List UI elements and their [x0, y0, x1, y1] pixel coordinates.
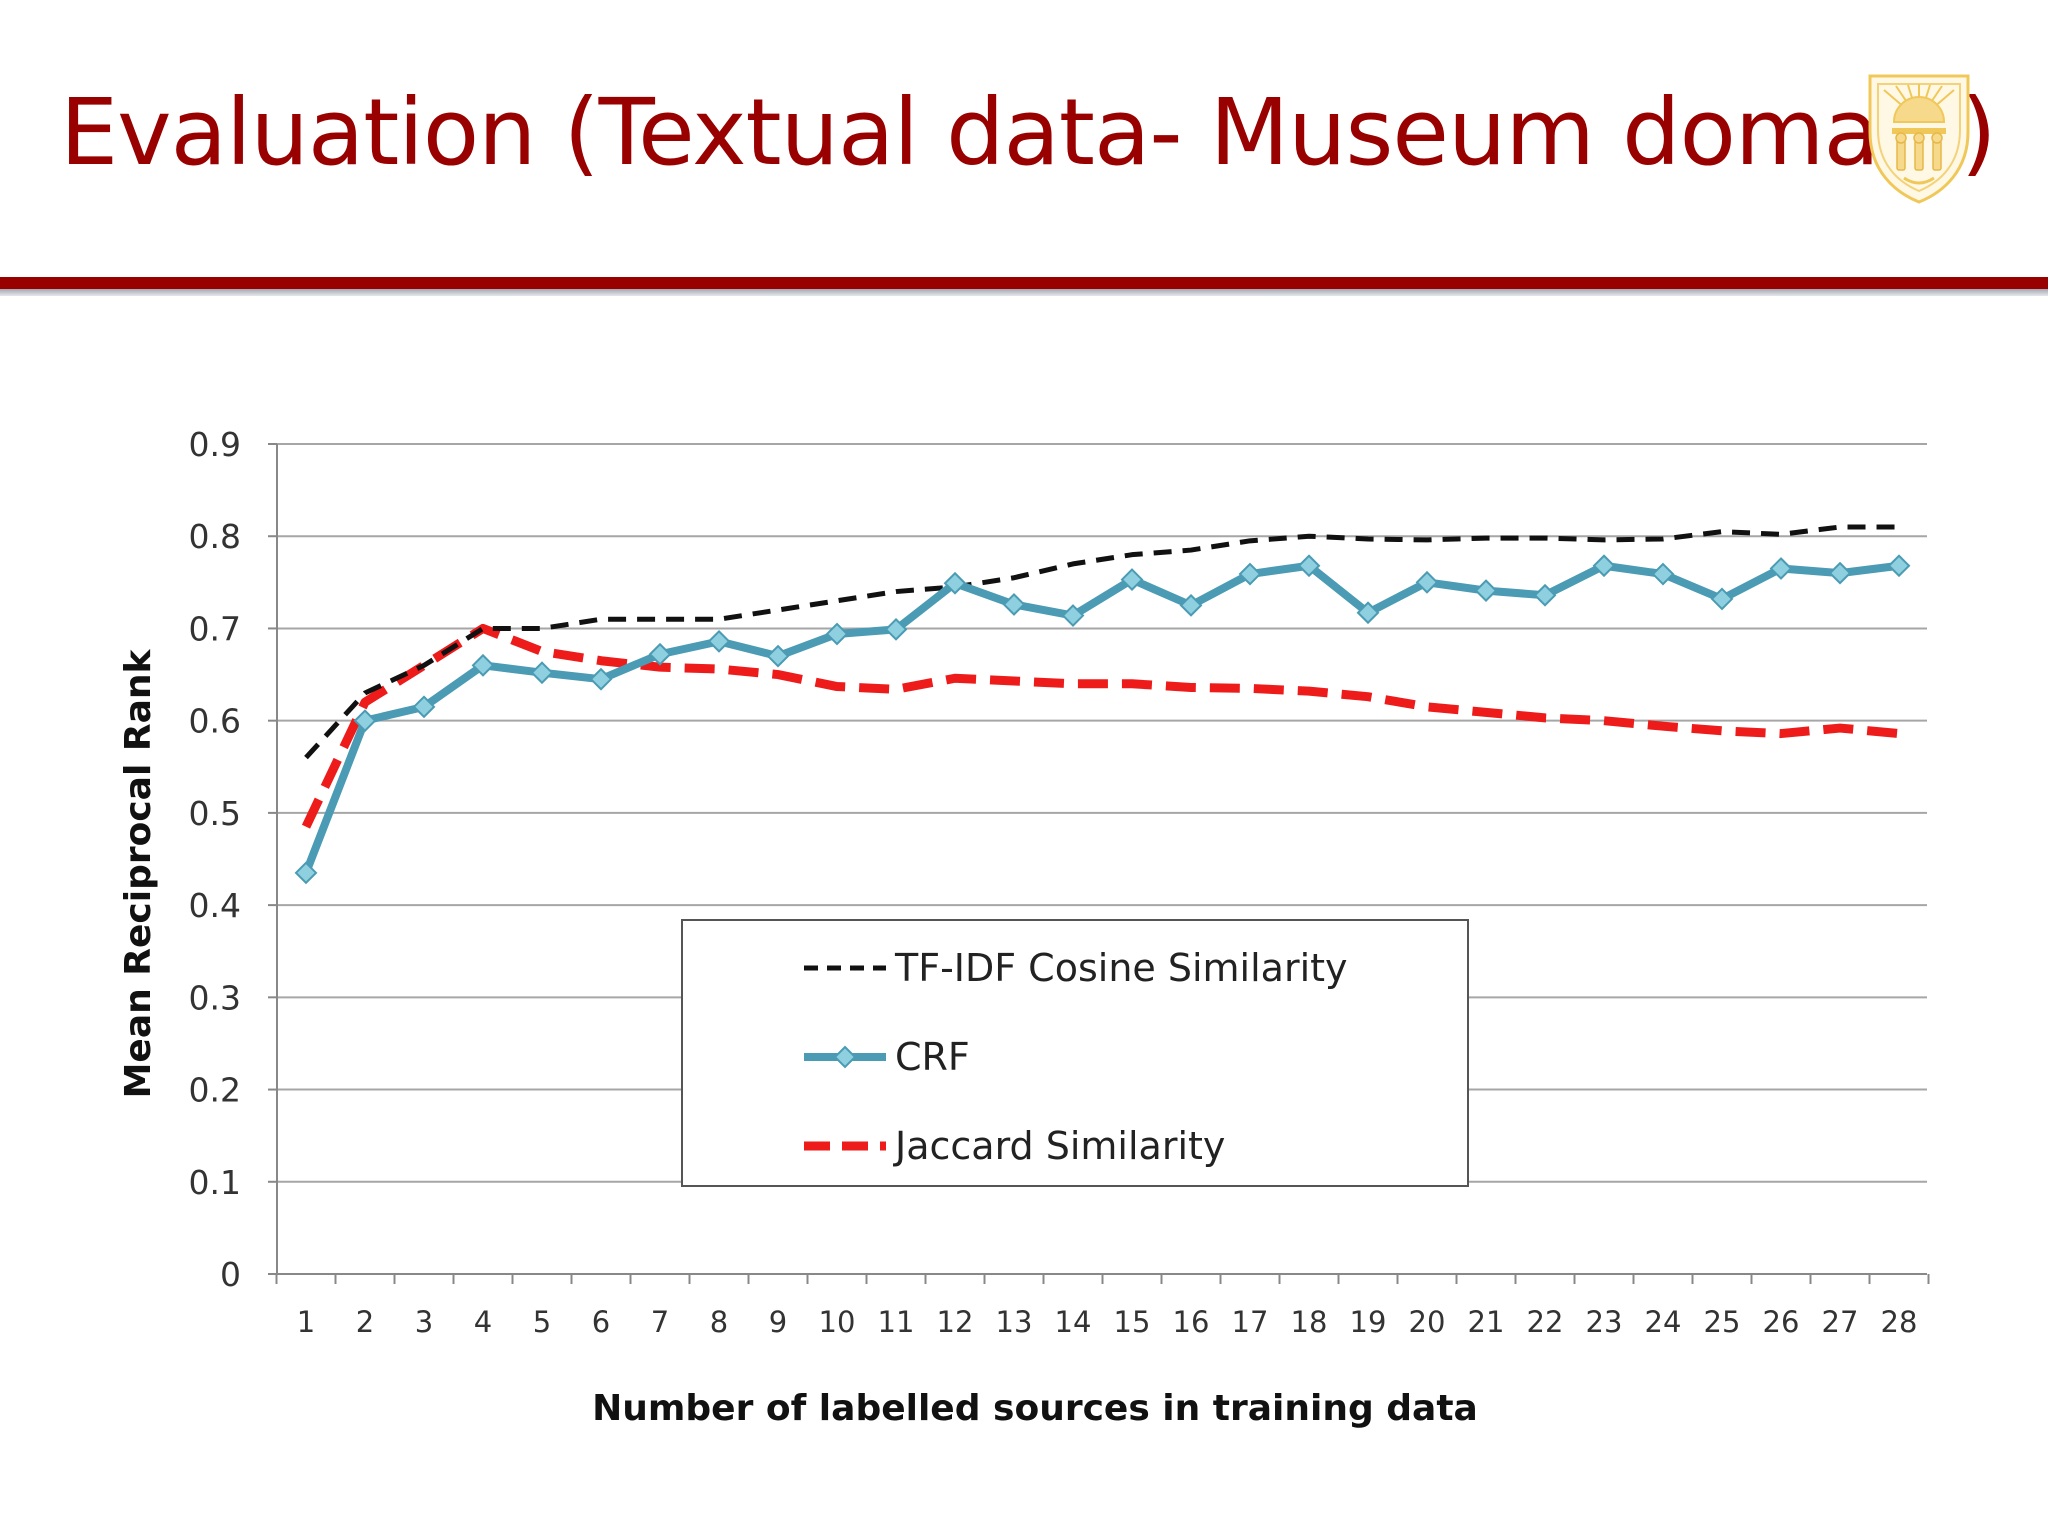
data-point	[1769, 557, 1793, 580]
title-rule	[0, 277, 2048, 289]
data-point	[294, 861, 318, 885]
x-tick-label: 6	[592, 1305, 610, 1339]
data-point	[648, 642, 672, 666]
data-point	[1592, 554, 1616, 578]
x-tick-label: 16	[1173, 1305, 1210, 1339]
y-tick-label: 0.6	[189, 702, 241, 741]
data-point	[825, 622, 849, 646]
x-tick-label: 28	[1881, 1305, 1918, 1339]
data-point	[353, 709, 377, 733]
legend-label: Jaccard Similarity	[893, 1124, 1225, 1168]
data-point	[1828, 561, 1852, 585]
data-point	[530, 661, 554, 685]
x-tick-label: 24	[1645, 1305, 1682, 1339]
x-tick-label: 4	[474, 1305, 492, 1339]
y-tick-label: 0.5	[189, 794, 241, 833]
data-point	[1002, 593, 1026, 616]
data-point	[884, 617, 908, 641]
data-point	[1120, 568, 1144, 591]
legend-label: CRF	[895, 1035, 970, 1079]
x-tick-label: 19	[1350, 1305, 1387, 1339]
shield-seal-icon	[1868, 74, 1970, 204]
data-point	[1533, 583, 1557, 607]
x-tick-label: 22	[1527, 1305, 1564, 1339]
y-tick-label: 0.2	[189, 1071, 241, 1110]
data-point	[766, 644, 790, 668]
x-tick-label: 14	[1055, 1305, 1092, 1339]
x-tick-label: 12	[937, 1305, 974, 1339]
data-point	[1474, 579, 1498, 603]
series-line	[304, 524, 1899, 760]
axis-labels: 00.10.20.30.40.50.60.70.80.91 2 3 4 5 6 7 8 9 10 1…	[118, 425, 1917, 1429]
x-tick-label: 17	[1232, 1305, 1269, 1339]
data-point	[1651, 562, 1675, 586]
data-point	[1297, 554, 1321, 578]
data-point	[1238, 562, 1262, 586]
data-point	[1179, 593, 1203, 617]
chart-legend: TF-IDF Cosine Similarity CRF Jaccard Simil…	[681, 919, 1469, 1187]
data-point	[943, 571, 967, 595]
y-tick-label: 0.7	[189, 609, 241, 648]
y-tick-label: 0	[220, 1255, 241, 1294]
x-tick-label: 5	[533, 1305, 551, 1339]
data-point	[1415, 570, 1439, 594]
y-tick-label: 0.9	[189, 425, 241, 464]
x-tick-label: 2	[356, 1305, 374, 1339]
x-tick-label: 11	[878, 1305, 915, 1339]
x-tick-label: 26	[1763, 1305, 1800, 1339]
y-tick-label: 0.1	[189, 1163, 241, 1202]
data-point	[589, 667, 613, 691]
x-tick-label: 15	[1114, 1305, 1151, 1339]
data-point	[471, 653, 495, 677]
data-point	[1356, 601, 1380, 625]
slide-title: Evaluation (Textual data- Museum domain)	[60, 79, 1997, 186]
x-tick-label: 10	[819, 1305, 856, 1339]
x-tick-label: 7	[651, 1305, 669, 1339]
y-tick-label: 0.3	[189, 978, 241, 1017]
data-point	[412, 695, 436, 719]
y-tick-label: 0.4	[189, 886, 241, 925]
y-tick-label: 0.8	[189, 517, 241, 556]
x-tick-label: 18	[1291, 1305, 1328, 1339]
axes	[268, 443, 1930, 1284]
x-tick-label: 1	[297, 1305, 315, 1339]
y-axis-title: Mean Reciprocal Rank	[118, 649, 159, 1099]
x-tick-label: 3	[415, 1305, 433, 1339]
x-tick-label: 13	[996, 1305, 1033, 1339]
x-tick-label: 20	[1409, 1305, 1446, 1339]
legend-marker	[833, 1045, 857, 1069]
title-rule-shadow	[0, 289, 2048, 296]
series-line	[301, 623, 1900, 829]
x-tick-label: 8	[710, 1305, 728, 1339]
x-tick-label: 21	[1468, 1305, 1505, 1339]
data-point	[1061, 604, 1085, 627]
x-tick-label: 9	[769, 1305, 787, 1339]
series-lines	[294, 524, 1911, 885]
x-tick-label: 27	[1822, 1305, 1859, 1339]
data-point	[1887, 554, 1911, 578]
series-line	[302, 561, 1900, 875]
x-tick-label: 25	[1704, 1305, 1741, 1339]
data-point	[1710, 587, 1734, 611]
x-axis-title: Number of labelled sources in training d…	[592, 1388, 1478, 1429]
data-point	[707, 629, 731, 653]
x-tick-label: 23	[1586, 1305, 1623, 1339]
legend-label: TF-IDF Cosine Similarity	[894, 946, 1348, 990]
